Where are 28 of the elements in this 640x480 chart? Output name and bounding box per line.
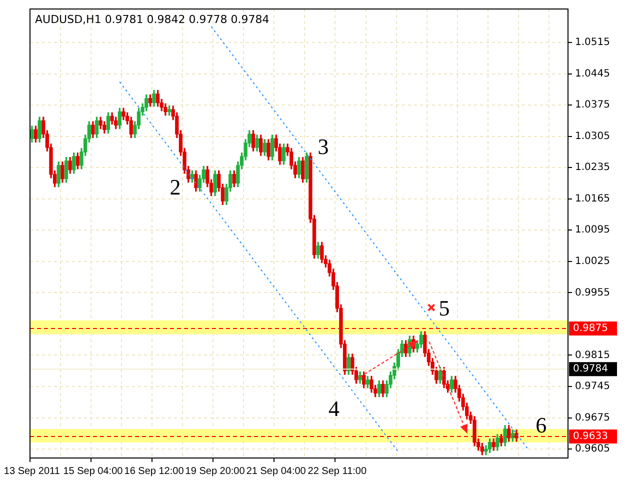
- y-tick-label: 1.0515: [575, 37, 610, 48]
- y-tick-label: 0.9955: [575, 287, 610, 298]
- x-tick-label: 22 Sep 11:00: [308, 466, 367, 477]
- y-tick-label: 1.0375: [575, 100, 610, 111]
- y-tick-label: 1.0305: [575, 130, 610, 142]
- y-tick-label: 1.0025: [575, 256, 610, 268]
- ref-line-label: 0.9633: [573, 431, 608, 442]
- annotation: 5: [438, 295, 450, 320]
- ref-line-label: 0.9875: [573, 323, 608, 334]
- x-tick-label: 15 Sep 04:00: [63, 466, 124, 477]
- x-tick-label: 19 Sep 20:00: [185, 466, 246, 477]
- x-tick-label: 13 Sep 2011: [4, 466, 60, 477]
- annotation: 6: [536, 412, 547, 438]
- x-tick-label: 16 Sep 12:00: [124, 466, 184, 477]
- y-tick-label: 1.0445: [575, 68, 610, 80]
- x-tick-label: 21 Sep 04:00: [246, 466, 306, 477]
- ref-line-label: 0.9784: [573, 364, 608, 375]
- y-tick-label: 0.9745: [575, 381, 610, 392]
- annotation: 4: [328, 396, 340, 422]
- annotation: 3: [318, 134, 329, 159]
- y-tick-label: 1.0165: [575, 193, 610, 204]
- chart-title: AUDUSD,H1 0.9781 0.9842 0.9778 0.9784: [35, 12, 270, 26]
- y-tick-label: 1.0095: [575, 224, 610, 236]
- y-tick-label: 0.9675: [575, 412, 610, 424]
- annotation: 2: [170, 174, 181, 200]
- y-tick-label: 1.0235: [575, 162, 610, 174]
- y-tick-label: 0.9605: [575, 444, 610, 455]
- y-tick-label: 0.9815: [575, 350, 610, 361]
